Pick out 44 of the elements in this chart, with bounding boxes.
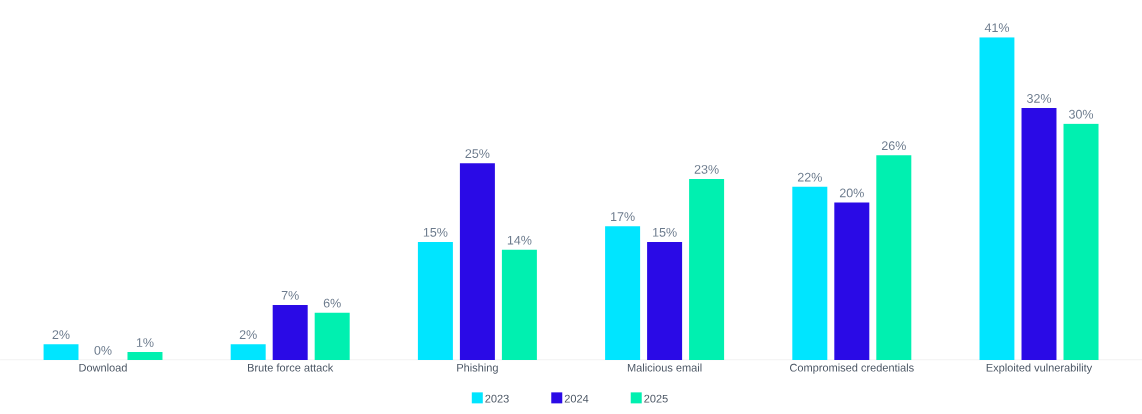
data-label: 15% [653, 227, 677, 237]
data-label: 30% [1068, 109, 1094, 119]
data-label: 6% [323, 298, 341, 308]
legend-label: 2023 [485, 394, 509, 403]
data-label: 22% [797, 172, 822, 182]
bar [501, 249, 537, 360]
bar [792, 186, 828, 360]
bar [43, 344, 79, 360]
data-label: 15% [423, 227, 448, 237]
bar [230, 344, 266, 360]
data-label: 25% [465, 149, 490, 159]
data-label: 14% [507, 235, 532, 245]
data-label: 23% [694, 164, 719, 174]
bar [689, 178, 725, 360]
data-label: 7% [281, 290, 299, 300]
data-label: 0% [94, 345, 112, 355]
bar [127, 352, 163, 360]
data-label: 26% [881, 141, 906, 151]
bar [647, 241, 683, 360]
bar [979, 37, 1015, 360]
data-label: 41% [984, 23, 1010, 33]
bar [314, 312, 350, 360]
data-label: 1% [136, 338, 154, 347]
data-label: 20% [839, 188, 864, 198]
x-tick-label: Download [79, 363, 127, 372]
x-tick-label: Brute force attack [248, 363, 334, 372]
bar [876, 155, 912, 360]
data-label: 2% [239, 330, 257, 340]
x-tick-label: Phishing [457, 363, 498, 374]
bar [417, 241, 453, 360]
bar [1021, 108, 1057, 360]
x-tick-label: Exploited vulnerability [986, 363, 1093, 374]
bar [834, 202, 870, 360]
bar [459, 163, 495, 360]
data-label: 2% [52, 330, 70, 340]
data-label: 17% [611, 212, 635, 221]
bar [272, 304, 308, 360]
data-label: 32% [1026, 94, 1052, 103]
bar [605, 226, 641, 360]
bar [1063, 123, 1099, 360]
legend-label: 2024 [564, 394, 589, 403]
legend-label: 2025 [644, 394, 668, 403]
x-tick-label: Malicious email [627, 363, 702, 372]
x-tick-label: Compromised credentials [790, 363, 914, 374]
